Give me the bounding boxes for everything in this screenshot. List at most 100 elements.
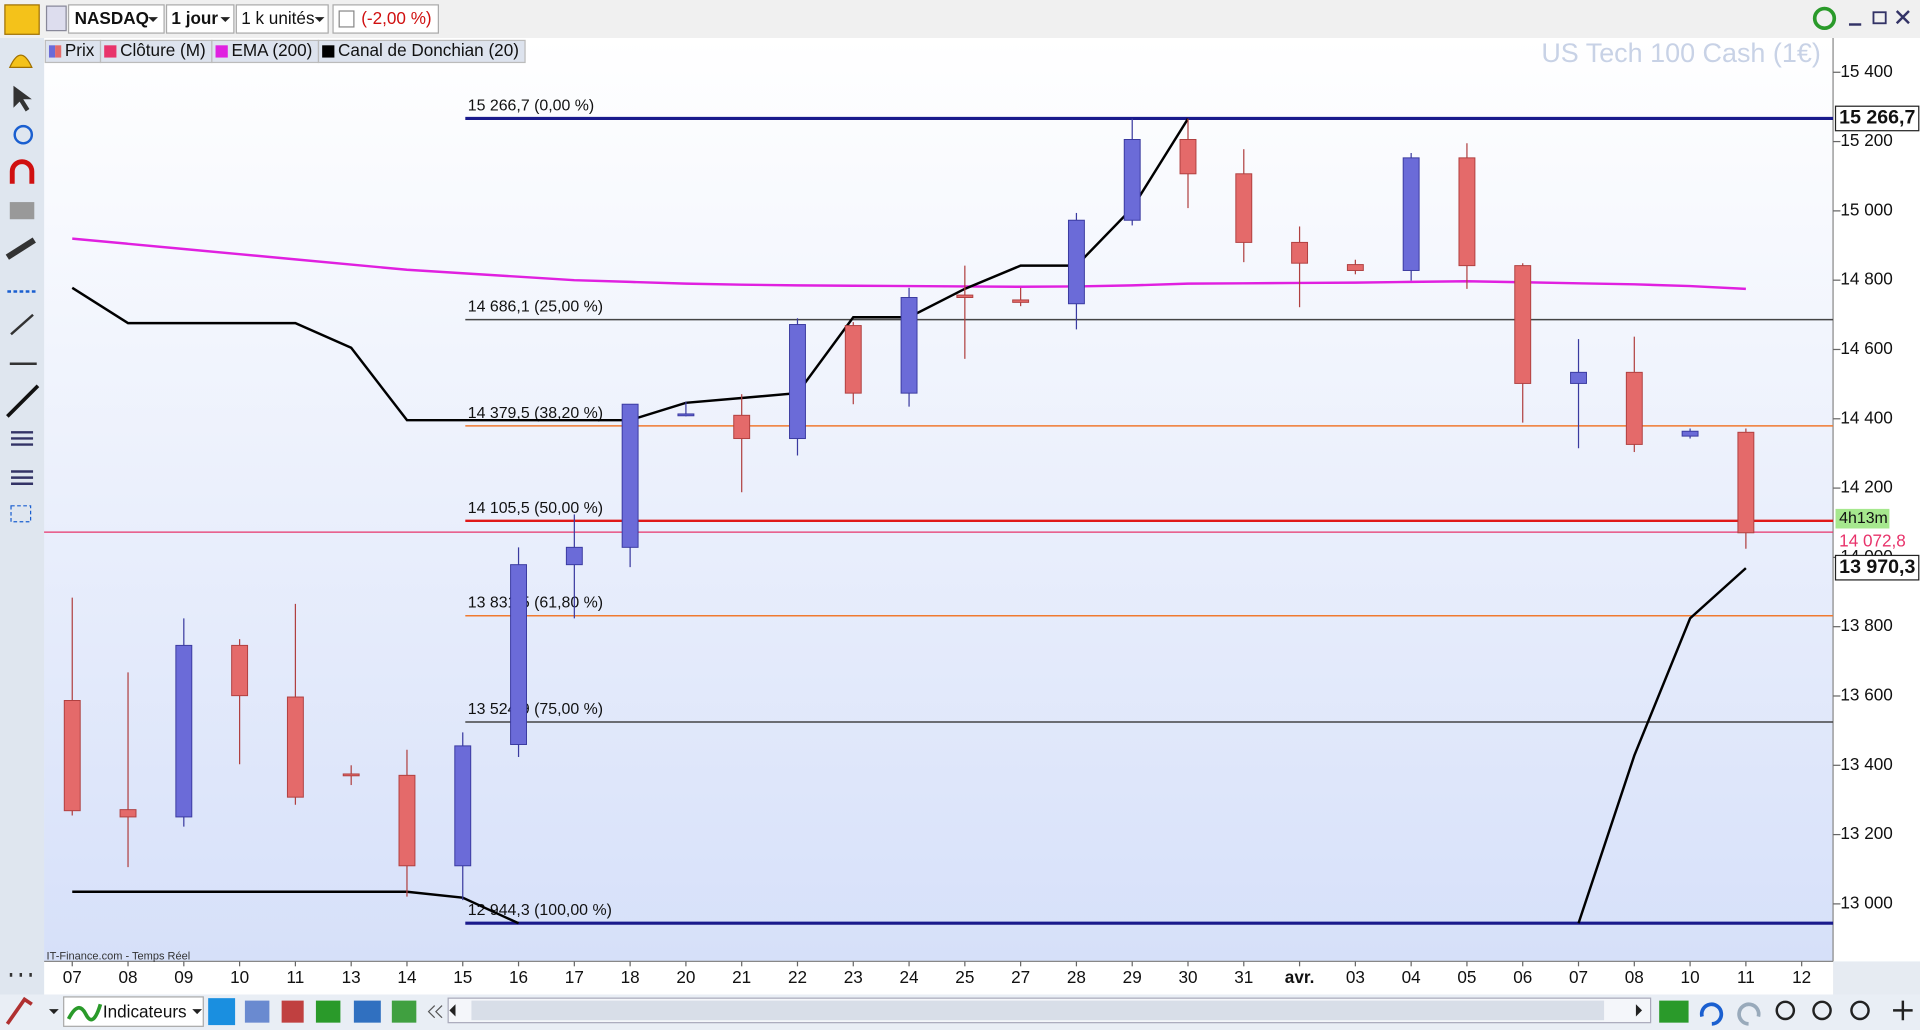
axis-marker-box bbox=[1834, 105, 1920, 132]
pan[interactable] bbox=[1893, 1000, 1913, 1021]
legend-item[interactable]: Canal de Donchian (20) bbox=[317, 39, 526, 64]
x-tick-label: 16 bbox=[509, 967, 528, 987]
candle-body bbox=[119, 809, 137, 818]
zoom-out[interactable] bbox=[1812, 1000, 1832, 1021]
candle-body bbox=[1570, 371, 1587, 384]
legend-label: Prix bbox=[65, 40, 95, 60]
candle-body bbox=[565, 546, 583, 566]
legend-label: Clôture (M) bbox=[120, 40, 206, 60]
x-tick-label: 10 bbox=[230, 967, 249, 987]
close-label: 14 072,8 bbox=[1839, 530, 1906, 550]
candle-body bbox=[1346, 264, 1364, 271]
axis-marker-label: 13 970,3 bbox=[1839, 556, 1915, 578]
fib-tool[interactable] bbox=[11, 431, 34, 446]
tools-icon[interactable] bbox=[391, 1000, 417, 1023]
watermark: US Tech 100 Cash (1€) bbox=[1541, 38, 1820, 68]
countdown-box bbox=[1835, 508, 1890, 529]
legend-swatch bbox=[322, 45, 335, 58]
scroll-thumb[interactable] bbox=[471, 1000, 1605, 1021]
x-tick-label: 30 bbox=[1178, 967, 1197, 987]
magnet-tool[interactable] bbox=[9, 159, 35, 184]
candle-body bbox=[1402, 157, 1420, 271]
line-tool[interactable] bbox=[6, 384, 40, 418]
list-icon[interactable] bbox=[281, 1000, 304, 1023]
restore[interactable] bbox=[1872, 11, 1887, 25]
legend-bg bbox=[317, 39, 526, 64]
donchian-lower bbox=[72, 890, 520, 925]
x-tick-label: 08 bbox=[119, 967, 138, 987]
fib-ext-tool[interactable] bbox=[11, 470, 34, 485]
y-axis-panel bbox=[1833, 37, 1920, 962]
x-tick-label: 17 bbox=[565, 967, 584, 987]
candle-body bbox=[789, 324, 806, 440]
legend-item[interactable]: Clôture (M) bbox=[99, 39, 213, 64]
share-icon[interactable] bbox=[208, 998, 236, 1026]
y-tick-label: 13 800 bbox=[1840, 615, 1892, 635]
sync-icon[interactable] bbox=[1659, 1000, 1689, 1023]
candle-body bbox=[1291, 241, 1309, 264]
candle-body bbox=[454, 745, 472, 867]
units-select[interactable] bbox=[235, 4, 329, 34]
chart: US Tech 100 Cash (1€) IT-Finance.com - Te… bbox=[44, 38, 1920, 987]
draw-icon[interactable] bbox=[5, 996, 33, 1025]
symbol-select[interactable] bbox=[67, 4, 165, 34]
dropdown-arrow bbox=[314, 17, 325, 23]
chat-icon[interactable] bbox=[244, 1000, 270, 1023]
y-tick-label: 14 200 bbox=[1840, 477, 1892, 497]
legend-label: EMA (200) bbox=[231, 40, 312, 60]
x-axis-panel bbox=[44, 961, 1834, 995]
x-tick-label: 20 bbox=[676, 967, 695, 987]
legend-item[interactable]: Prix bbox=[44, 39, 102, 64]
scroll-right[interactable] bbox=[1635, 1004, 1643, 1017]
candle-body bbox=[231, 644, 249, 697]
grid-icon[interactable] bbox=[45, 5, 67, 32]
period: 1 jour bbox=[171, 8, 218, 28]
legend-label: Canal de Donchian (20) bbox=[338, 40, 519, 60]
fib-label: 14 105,5 (50,00 %) bbox=[468, 500, 603, 517]
alert-tool[interactable] bbox=[8, 54, 33, 68]
redo[interactable] bbox=[1737, 1002, 1761, 1026]
y-tick-label: 13 200 bbox=[1840, 823, 1892, 843]
ruler-tool[interactable] bbox=[5, 237, 36, 260]
cursor-tool[interactable] bbox=[13, 124, 34, 145]
info-icon[interactable] bbox=[338, 10, 355, 28]
zoom-in[interactable] bbox=[1850, 1000, 1870, 1021]
x-tick-label: 23 bbox=[844, 967, 863, 987]
demo-icon[interactable] bbox=[4, 4, 40, 35]
table-icon[interactable] bbox=[315, 1000, 341, 1023]
plot-area bbox=[44, 37, 1834, 962]
candle-body bbox=[1012, 299, 1030, 303]
x-tick-label: 13 bbox=[342, 967, 361, 987]
rect-tool[interactable] bbox=[10, 505, 32, 523]
fib-label: 14 686,1 (25,00 %) bbox=[468, 299, 603, 316]
lock-tool[interactable] bbox=[9, 202, 35, 220]
x-tick-label: 27 bbox=[1011, 967, 1030, 987]
refresh-icon[interactable] bbox=[1812, 6, 1837, 31]
x-tick-label: 31 bbox=[1234, 967, 1253, 987]
x-tick-label: 08 bbox=[1625, 967, 1644, 987]
units: 1 k unités bbox=[241, 8, 314, 28]
indicators-button[interactable] bbox=[63, 996, 204, 1027]
y-tick-label: 14 400 bbox=[1840, 407, 1892, 427]
dropdown-arrow bbox=[192, 1009, 203, 1015]
scroll-left[interactable] bbox=[449, 1004, 456, 1017]
close[interactable] bbox=[1895, 10, 1910, 25]
x-tick-label: 11 bbox=[1737, 967, 1755, 987]
candle-body bbox=[510, 564, 527, 745]
candle-body bbox=[621, 403, 639, 548]
collapse[interactable] bbox=[427, 1005, 443, 1019]
candle-body bbox=[1458, 157, 1476, 267]
legend-swatch bbox=[215, 45, 228, 58]
pointer-tool[interactable] bbox=[13, 85, 32, 112]
window-icon[interactable] bbox=[353, 1000, 381, 1023]
x-tick-label: 15 bbox=[453, 967, 472, 987]
legend-item[interactable]: EMA (200) bbox=[211, 39, 320, 64]
x-tick-label: 24 bbox=[900, 967, 920, 987]
x-tick-label: 03 bbox=[1346, 967, 1365, 987]
dropdown-arrow bbox=[148, 17, 158, 23]
undo[interactable] bbox=[1699, 1002, 1724, 1026]
change: (-2,00 %) bbox=[361, 8, 431, 28]
segment-tool[interactable] bbox=[10, 313, 34, 336]
zoom-fit[interactable] bbox=[1775, 1000, 1796, 1021]
